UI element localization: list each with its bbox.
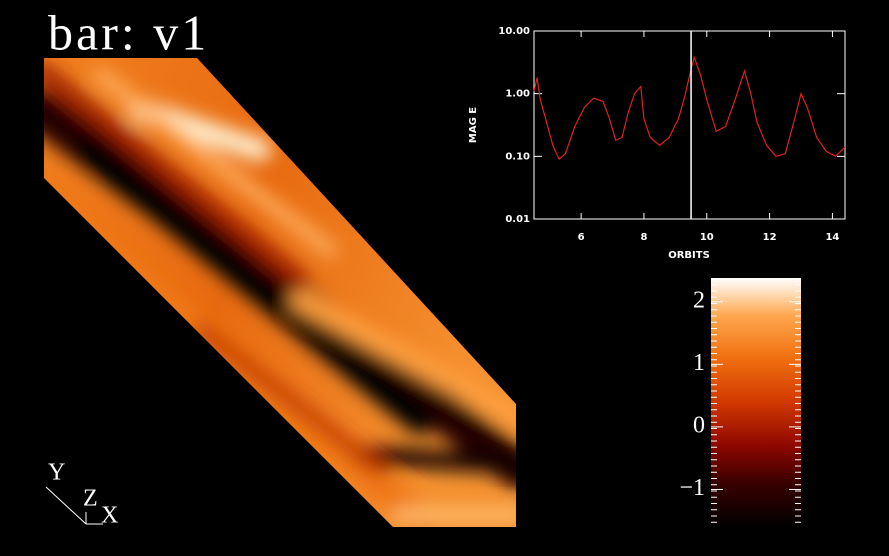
colorbar-tick-label: 0 bbox=[693, 412, 705, 438]
x-tick-label: 8 bbox=[640, 232, 647, 243]
x-tick-label: 14 bbox=[825, 232, 839, 243]
triad-label: Z bbox=[83, 486, 98, 512]
colorbar bbox=[711, 278, 801, 527]
colorbar-tick-label: 2 bbox=[693, 287, 705, 313]
plot-frame bbox=[533, 30, 846, 220]
y-tick-label: 10.00 bbox=[498, 26, 530, 37]
axis-triad bbox=[45, 486, 103, 525]
triad-label: Y bbox=[48, 460, 65, 486]
triad-label: X bbox=[101, 503, 118, 529]
y-axis-label: MAG E bbox=[468, 107, 479, 143]
x-tick-label: 6 bbox=[578, 232, 585, 243]
colorbar-tick-label: 1 bbox=[693, 350, 705, 376]
title: bar: v1 bbox=[48, 4, 209, 60]
y-tick-label: 0.10 bbox=[505, 151, 530, 162]
x-tick-label: 12 bbox=[763, 232, 777, 243]
colorbar-tick-label: −1 bbox=[679, 475, 705, 501]
x-tick-label: 10 bbox=[700, 232, 714, 243]
data-line bbox=[533, 55, 846, 161]
y-tick-label: 0.01 bbox=[505, 214, 530, 225]
y-tick-label: 1.00 bbox=[505, 89, 530, 100]
heatmap bbox=[44, 58, 516, 527]
x-axis-label: ORBITS bbox=[668, 250, 710, 261]
